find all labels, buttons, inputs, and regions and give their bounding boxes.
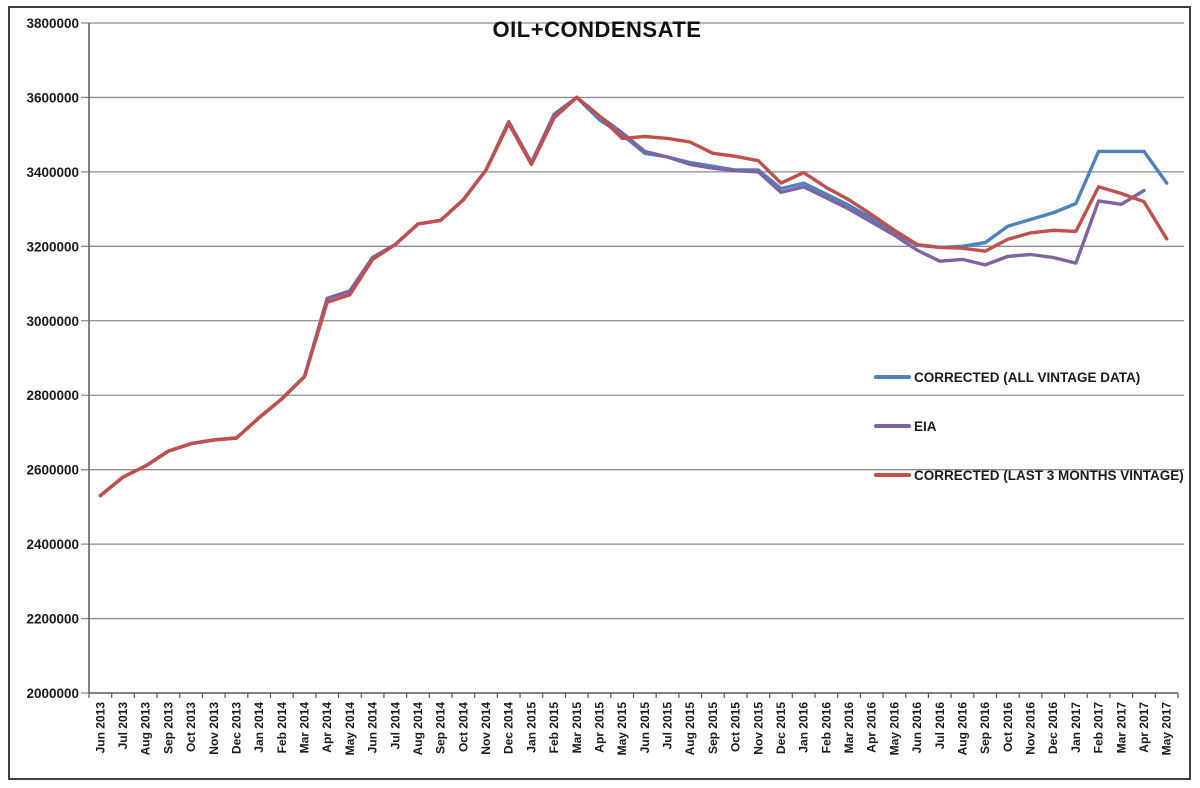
- y-axis-tick-label: 3800000: [26, 16, 79, 31]
- x-axis-tick-label: Apr 2016: [865, 702, 879, 753]
- x-axis-tick-label: Jul 2013: [116, 702, 130, 750]
- x-axis-tick-label: Nov 2013: [207, 702, 221, 755]
- x-axis-tick-label: Dec 2013: [229, 702, 243, 754]
- x-axis-tick-label: Jun 2014: [366, 702, 380, 754]
- x-axis-tick-label: Feb 2016: [819, 702, 833, 754]
- y-axis-tick-label: 2600000: [26, 463, 79, 478]
- x-axis-tick-label: Jul 2016: [933, 702, 947, 750]
- x-axis-tick-label: Oct 2013: [184, 702, 198, 752]
- x-axis-tick-label: May 2016: [887, 702, 901, 756]
- y-axis-tick-label: 2400000: [26, 537, 79, 552]
- x-axis-tick-label: Oct 2014: [456, 702, 470, 752]
- x-axis-tick-label: Dec 2016: [1046, 702, 1060, 754]
- y-axis-tick-label: 3400000: [26, 165, 79, 180]
- x-axis-tick-label: Mar 2016: [842, 702, 856, 754]
- legend-item: CORRECTED (LAST 3 MONTHS VINTAGE): [874, 466, 1184, 484]
- x-axis-tick-label: Apr 2017: [1137, 702, 1151, 753]
- x-axis-tick-label: Jul 2014: [388, 702, 402, 750]
- y-axis-tick-label: 3000000: [26, 314, 79, 329]
- legend-line-sample: [874, 375, 911, 379]
- x-axis-tick-label: Dec 2015: [774, 702, 788, 754]
- x-axis-tick-label: Jun 2015: [638, 702, 652, 754]
- x-axis-tick-label: Mar 2015: [570, 702, 584, 754]
- x-axis-tick-label: Feb 2017: [1092, 702, 1106, 754]
- legend-label: CORRECTED (LAST 3 MONTHS VINTAGE): [914, 467, 1184, 483]
- x-axis-tick-label: Jul 2015: [661, 702, 675, 750]
- legend-line-sample: [874, 473, 911, 477]
- x-axis-tick-label: Feb 2014: [275, 702, 289, 754]
- y-axis-tick-label: 2800000: [26, 388, 79, 403]
- x-axis-tick-label: May 2015: [615, 702, 629, 756]
- x-axis-tick-label: Apr 2015: [592, 702, 606, 753]
- series-line: [98, 95, 1169, 498]
- x-axis-tick-label: Nov 2014: [479, 702, 493, 755]
- x-axis-tick-label: Mar 2017: [1114, 702, 1128, 754]
- x-axis-tick-label: Aug 2016: [955, 702, 969, 756]
- x-axis-tick-label: Aug 2014: [411, 702, 425, 756]
- legend-label: EIA: [914, 418, 937, 434]
- legend: CORRECTED (ALL VINTAGE DATA) EIA CORRECTED…: [874, 368, 1184, 484]
- x-axis-tick-label: Jun 2013: [93, 702, 107, 754]
- legend-item: EIA: [874, 417, 1184, 435]
- x-axis-tick-label: Apr 2014: [320, 702, 334, 753]
- x-axis-tick-label: Nov 2015: [751, 702, 765, 755]
- x-axis-tick-label: Aug 2013: [139, 702, 153, 756]
- x-axis-tick-label: Jun 2016: [910, 702, 924, 754]
- x-axis-tick-label: May 2017: [1160, 702, 1174, 756]
- x-axis-tick-label: Jan 2015: [524, 702, 538, 753]
- x-axis-tick-label: Jan 2016: [797, 702, 811, 753]
- y-axis-tick-label: 2000000: [26, 686, 79, 701]
- x-axis-tick-label: May 2014: [343, 702, 357, 756]
- x-axis-tick-label: Sep 2013: [161, 702, 175, 754]
- y-axis-tick-label: 3600000: [26, 90, 79, 105]
- x-axis-tick-label: Oct 2015: [729, 702, 743, 752]
- x-axis-tick-label: Sep 2015: [706, 702, 720, 754]
- x-axis-tick-label: Sep 2016: [978, 702, 992, 754]
- x-axis-tick-label: Dec 2014: [502, 702, 516, 754]
- x-axis-tick-label: Nov 2016: [1024, 702, 1038, 755]
- x-axis-tick-label: Mar 2014: [298, 702, 312, 754]
- x-axis-tick-label: Jan 2014: [252, 702, 266, 753]
- x-axis-tick-label: Feb 2015: [547, 702, 561, 754]
- y-axis-tick-label: 2200000: [26, 612, 79, 627]
- x-axis-tick-label: Oct 2016: [1001, 702, 1015, 752]
- x-axis-tick-label: Aug 2015: [683, 702, 697, 756]
- x-axis-tick-label: Jan 2017: [1069, 702, 1083, 753]
- x-axis-tick-label: Sep 2014: [434, 702, 448, 754]
- legend-line-sample: [874, 424, 911, 428]
- legend-item: CORRECTED (ALL VINTAGE DATA): [874, 368, 1184, 386]
- chart-title: OIL+CONDENSATE: [492, 17, 702, 42]
- y-axis-tick-label: 3200000: [26, 239, 79, 254]
- legend-label: CORRECTED (ALL VINTAGE DATA): [914, 369, 1141, 385]
